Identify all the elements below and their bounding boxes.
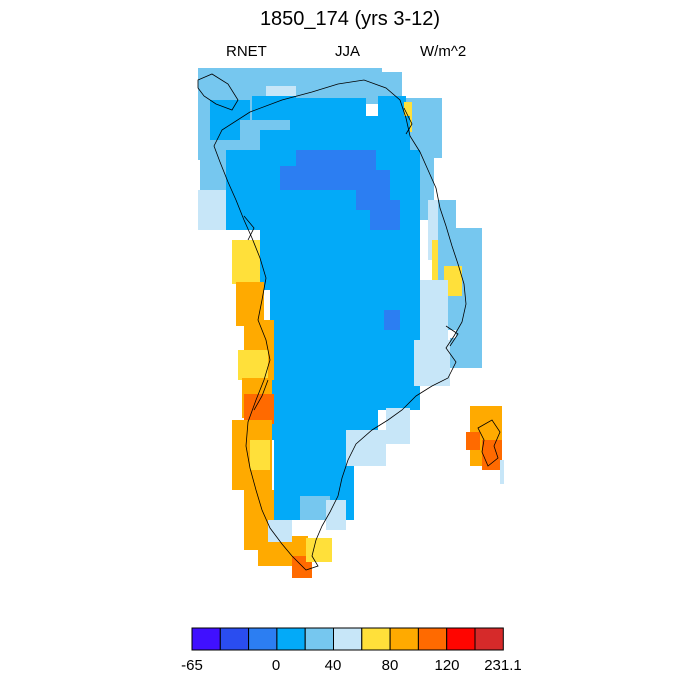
units-label: W/m^2 bbox=[420, 43, 467, 60]
map-cell bbox=[250, 440, 270, 470]
colorbar-tick-label: 0 bbox=[272, 657, 280, 674]
map-cell bbox=[386, 408, 410, 444]
map-cell bbox=[414, 340, 450, 386]
map-cell bbox=[306, 538, 332, 562]
colorbar-tick-label: 40 bbox=[325, 657, 342, 674]
map-cell bbox=[236, 282, 264, 326]
colorbar-box bbox=[474, 627, 504, 651]
map-cell bbox=[466, 432, 480, 450]
map-cell bbox=[450, 338, 480, 368]
map-cell bbox=[238, 350, 268, 380]
colorbar-box bbox=[417, 627, 448, 651]
colorbar-box bbox=[276, 627, 306, 651]
colorbar-box bbox=[446, 627, 476, 651]
variable-label: RNET bbox=[226, 43, 267, 60]
chart-title: 1850_174 (yrs 3-12) bbox=[259, 8, 441, 30]
map-cell bbox=[420, 280, 448, 340]
colorbar-box bbox=[389, 627, 419, 651]
coastline bbox=[197, 73, 501, 571]
map-cell bbox=[404, 150, 420, 250]
colorbar-box bbox=[361, 627, 391, 651]
map-cell bbox=[346, 430, 386, 466]
map-cell bbox=[384, 310, 400, 330]
colorbar-box bbox=[248, 627, 278, 651]
colorbar-box bbox=[191, 627, 221, 651]
map-cell bbox=[482, 440, 502, 470]
colorbar-box bbox=[219, 627, 250, 651]
colorbar-tick-label: 80 bbox=[382, 657, 399, 674]
map-cell bbox=[500, 460, 504, 484]
colorbar-tick-label: 120 bbox=[434, 657, 459, 674]
colorbar-tick-label: -65 bbox=[181, 657, 203, 674]
map-cell bbox=[268, 520, 292, 542]
map-cell bbox=[280, 166, 308, 190]
map-cell bbox=[300, 496, 330, 520]
map-cell bbox=[444, 266, 462, 296]
colorbar-box bbox=[333, 627, 363, 651]
colorbar-box bbox=[304, 627, 335, 651]
colorbar-labels: -65 0 40 80 120 231.1 bbox=[181, 657, 522, 674]
map-cells bbox=[198, 68, 504, 578]
map-cell bbox=[326, 500, 346, 530]
colorbar-tick-label: 231.1 bbox=[484, 657, 522, 674]
season-label: JJA bbox=[335, 43, 361, 60]
colorbar-boxes bbox=[191, 627, 504, 651]
